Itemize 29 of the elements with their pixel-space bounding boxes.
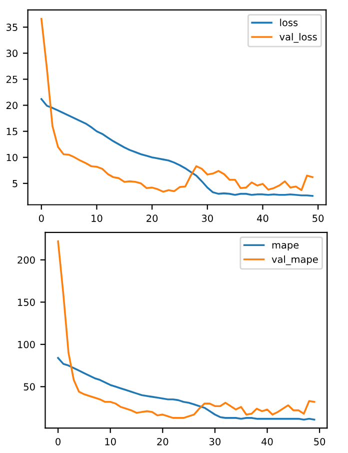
legend-label: loss [280,18,298,26]
x-tick-label: 30 [202,214,213,222]
y-tick-label: 15 [6,128,18,136]
y-tick-label: 20 [6,102,18,110]
x-tick-label: 50 [314,438,326,446]
y-tick-label: 10 [6,154,18,162]
line-series [57,357,316,421]
y-tick-label: 25 [6,76,18,84]
x-tick-label: 20 [146,214,158,222]
legend-label: val_mape [272,255,318,266]
x-tick-label: 10 [92,214,102,222]
y-tick-label: 150 [18,298,35,306]
y-tick-label: 30 [6,50,18,58]
legend-label: mape [272,243,299,251]
x-tick-label: 0 [56,438,60,446]
y-tick-label: 35 [6,24,18,31]
x-tick-label: 50 [312,214,324,222]
line-series [40,98,314,197]
legend-label: val_loss [280,32,317,43]
x-tick-label: 0 [38,214,44,222]
x-tick-label: 10 [105,438,116,446]
y-tick-label: 100 [18,340,35,348]
y-tick-label: 50 [24,383,35,390]
x-tick-label: 30 [210,438,220,446]
x-tick-label: 40 [257,214,268,222]
y-tick-label: 5 [12,180,18,188]
y-tick-label: 200 [18,256,35,264]
x-tick-label: 40 [262,438,273,446]
x-tick-label: 20 [157,438,168,446]
